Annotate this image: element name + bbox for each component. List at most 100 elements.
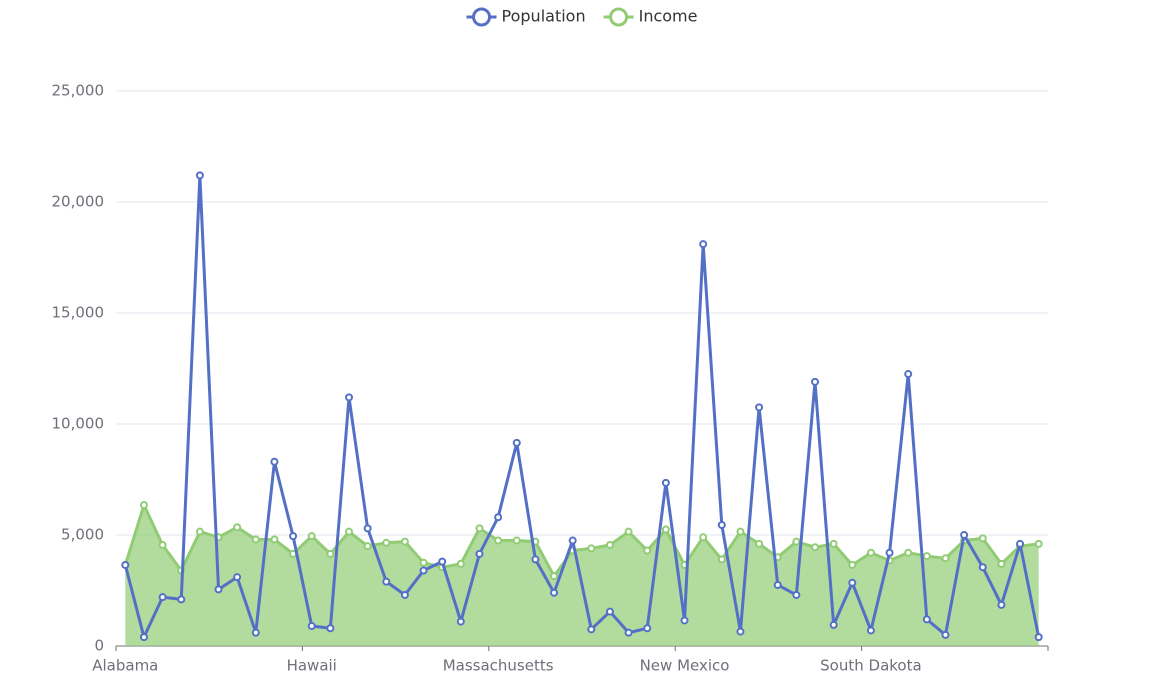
y-tick-label: 15,000 [52,304,105,322]
point [941,630,950,639]
point [997,600,1006,609]
point [568,536,577,545]
point [400,590,409,599]
point [512,438,521,447]
point [624,628,633,637]
point [456,617,465,626]
legend-item: Population [466,7,586,27]
point [904,548,913,557]
legend: Population Income [466,7,698,27]
point [326,624,335,633]
point [475,549,484,558]
point [158,593,167,602]
point [643,624,652,633]
point [345,527,353,536]
point [363,542,372,551]
point [792,590,801,599]
point [419,558,428,567]
point [904,370,913,379]
point [829,620,838,629]
line [123,173,1041,639]
point [866,548,875,557]
point [475,524,484,533]
point [1034,539,1043,548]
point [941,554,950,563]
point [661,478,670,487]
point [624,527,633,536]
point [661,525,670,534]
point [699,533,708,542]
point [885,548,894,557]
x-tick-label: Hawaii [287,657,337,675]
point [251,535,260,544]
point [997,559,1006,568]
point [605,607,614,616]
point [922,552,931,561]
point [419,566,428,575]
point [960,531,969,539]
point [233,573,242,582]
area [125,505,1039,646]
point [736,527,745,536]
point [643,546,652,555]
point [270,457,279,466]
point [307,532,316,541]
point [848,560,857,569]
point [922,615,931,624]
point [550,588,559,597]
point [363,524,372,533]
y-tick-label: 10,000 [52,415,105,433]
y-tick-label: 0 [94,637,104,655]
point [456,559,465,568]
point [829,539,838,548]
point [139,501,148,510]
x-tick-label: Alabama [92,657,158,675]
point [251,628,260,637]
point [345,393,353,402]
x-tick-label: New Mexico [640,657,730,675]
point [400,537,409,546]
point [736,627,745,636]
point [121,560,130,569]
point [195,527,204,536]
point [978,563,987,572]
x-tick-label: Massachusetts [443,657,554,675]
point [494,536,503,545]
x-tick-label: South Dakota [820,657,922,675]
point [587,544,596,553]
point [755,403,764,412]
point [177,595,186,604]
point [139,633,148,642]
point [494,513,503,522]
point [512,536,521,545]
point [289,532,298,541]
point [195,171,204,180]
point [811,543,819,552]
legend-item: Income [603,7,698,27]
point [214,585,223,594]
legend-icon [472,7,492,27]
point [755,539,764,548]
point [550,572,559,581]
point [233,523,242,532]
y-tick-label: 20,000 [52,193,105,211]
point [866,626,875,635]
point [270,535,279,544]
point [158,540,167,549]
point [587,625,596,634]
legend-label: Population [502,7,586,26]
point [531,555,540,564]
point [1034,633,1043,642]
point [307,622,316,631]
point [792,537,801,546]
point [382,538,391,547]
point [717,521,726,530]
point [605,540,614,549]
point [326,549,335,558]
point [382,577,391,586]
legend-label: Income [639,7,698,26]
point [773,580,782,589]
point [1016,539,1025,548]
